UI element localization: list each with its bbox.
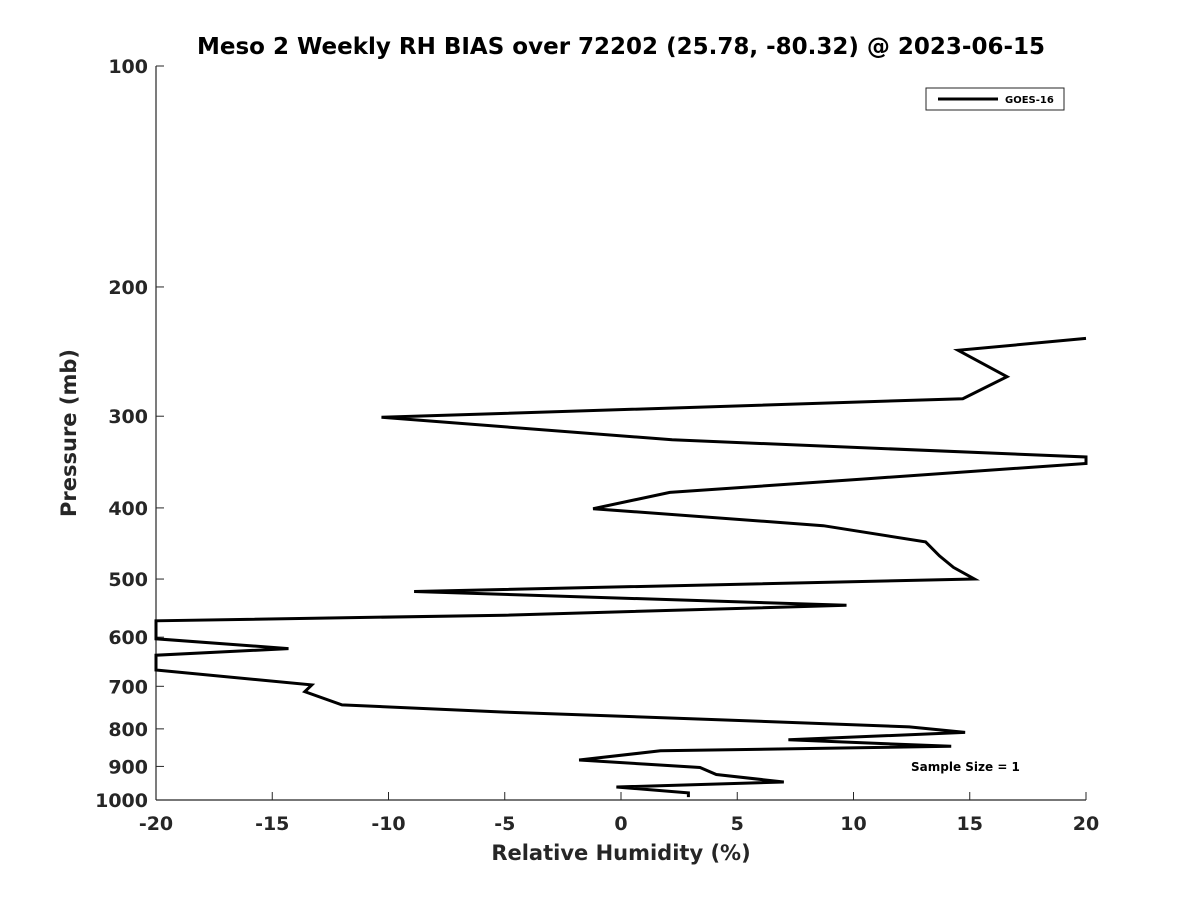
y-tick-label: 800 bbox=[108, 719, 148, 741]
series-line-goes-16 bbox=[154, 336, 1088, 798]
y-tick-label: 700 bbox=[108, 676, 148, 698]
y-axis-ticks: 100 200 300 400 500 600 700 800 900 1000 bbox=[95, 56, 164, 812]
chart-title: Meso 2 Weekly RH BIAS over 72202 (25.78,… bbox=[197, 34, 1045, 60]
y-tick-label: 900 bbox=[108, 756, 148, 778]
x-tick-label: -15 bbox=[255, 813, 289, 835]
x-tick-label: 15 bbox=[957, 813, 983, 835]
x-tick-label: -20 bbox=[139, 813, 173, 835]
x-tick-label: 20 bbox=[1073, 813, 1099, 835]
x-tick-label: 0 bbox=[614, 813, 627, 835]
y-tick-label: 300 bbox=[108, 406, 148, 428]
x-tick-label: 5 bbox=[731, 813, 744, 835]
y-tick-label: 100 bbox=[108, 56, 148, 78]
y-tick-label: 400 bbox=[108, 498, 148, 520]
x-tick-label: 10 bbox=[840, 813, 866, 835]
x-axis-ticks: -20 -15 -10 -5 0 5 10 15 20 bbox=[139, 792, 1099, 835]
x-tick-label: -10 bbox=[371, 813, 405, 835]
x-tick-label: -5 bbox=[494, 813, 515, 835]
sample-size-annotation: Sample Size = 1 bbox=[911, 760, 1020, 774]
plot-area: -20 -15 -10 -5 0 5 10 15 20 100 200 300 400 500 600 70… bbox=[95, 56, 1099, 835]
y-tick-label: 500 bbox=[108, 569, 148, 591]
legend: GOES-16 bbox=[925, 87, 1065, 111]
y-tick-label: 1000 bbox=[95, 790, 148, 812]
x-axis-label: Relative Humidity (%) bbox=[491, 841, 750, 865]
y-axis-label: Pressure (mb) bbox=[57, 349, 81, 517]
y-tick-label: 600 bbox=[108, 627, 148, 649]
legend-label-goes-16: GOES-16 bbox=[1005, 95, 1054, 106]
y-tick-label: 200 bbox=[108, 277, 148, 299]
